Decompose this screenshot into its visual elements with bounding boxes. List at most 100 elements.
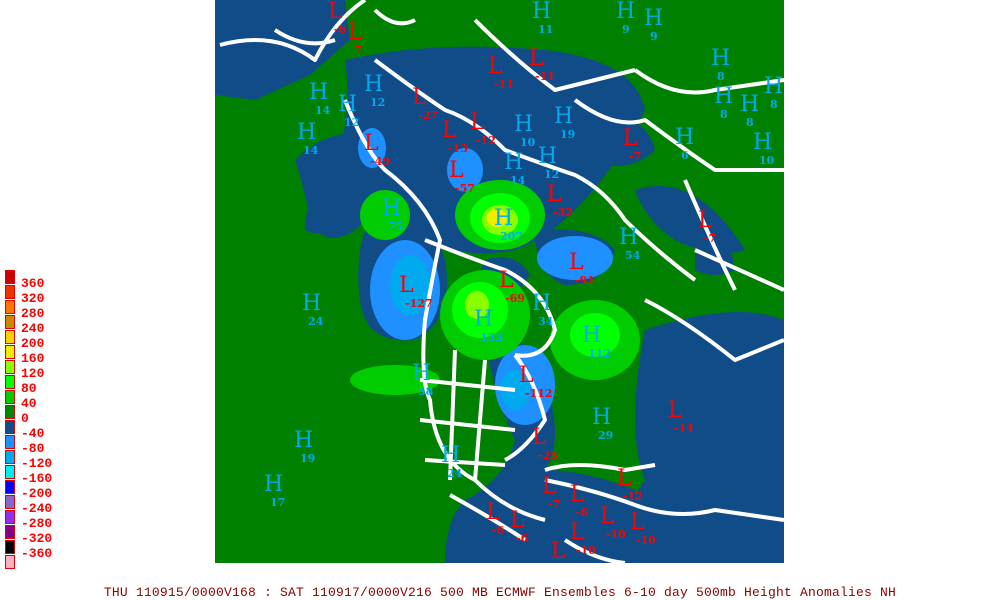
high-pressure-center: H 34 <box>532 292 553 328</box>
high-pressure-center: H 153 <box>474 308 503 344</box>
high-pressure-center: H 75 <box>382 197 403 233</box>
anomaly-value: 10 <box>520 136 536 149</box>
low-pressure-center: L -112 <box>519 364 553 400</box>
center-letter: L <box>364 131 379 156</box>
anomaly-value: 10 <box>759 154 775 167</box>
low-pressure-center: L -57 <box>449 159 475 195</box>
anomaly-value: -57 <box>455 182 475 195</box>
low-pressure-center: L -69 <box>499 269 525 305</box>
high-pressure-center: H 11 <box>532 0 553 36</box>
low-pressure-center: L -27 <box>412 86 438 122</box>
center-letter: L <box>328 0 343 24</box>
center-letter: L <box>630 510 645 535</box>
high-pressure-center: H 29 <box>592 406 613 442</box>
center-letter: H <box>309 80 329 105</box>
center-letter: H <box>714 84 734 109</box>
legend-swatch <box>5 330 15 344</box>
center-letter: H <box>592 405 612 430</box>
anomaly-value: -14 <box>674 422 694 435</box>
high-pressure-center: H 14 <box>309 81 330 117</box>
legend-swatch <box>5 360 15 374</box>
legend-label: 320 <box>21 291 45 306</box>
anomaly-value: -10 <box>636 534 656 547</box>
anomaly-contours <box>215 0 785 565</box>
high-pressure-center: H 54 <box>619 226 640 262</box>
high-pressure-center: H 12 <box>364 73 385 109</box>
low-pressure-center: L -11 <box>488 55 514 91</box>
low-pressure-center: L -10 <box>570 521 596 557</box>
anomaly-value: 58 <box>418 385 434 398</box>
legend-swatch <box>5 480 15 494</box>
anomaly-value: 14 <box>303 144 319 157</box>
low-pressure-center: L -10 <box>600 505 626 541</box>
legend-label: 0 <box>21 411 29 426</box>
center-letter: L <box>449 158 464 183</box>
center-letter: L <box>698 208 713 233</box>
anomaly-value: 207 <box>500 230 523 243</box>
anomaly-value: -127 <box>405 297 433 310</box>
center-letter: L <box>488 54 503 79</box>
anomaly-value: -112 <box>525 387 553 400</box>
legend-swatch <box>5 315 15 329</box>
anomaly-value: -6 <box>516 532 529 545</box>
high-pressure-center: H 19 <box>294 429 315 465</box>
legend-swatch <box>5 405 15 419</box>
anomaly-value: 17 <box>270 496 286 509</box>
anomaly-value: 8 <box>770 98 778 111</box>
anomaly-value: -7 <box>629 150 642 163</box>
coastlines <box>219 0 785 565</box>
anomaly-value: -32 <box>553 206 573 219</box>
legend-label: 160 <box>21 351 45 366</box>
center-letter: H <box>364 72 384 97</box>
anomaly-value: 112 <box>588 347 611 360</box>
center-letter: L <box>499 268 514 293</box>
low-pressure-center: L -7 <box>623 127 641 163</box>
low-pressure-center: L -14 <box>668 399 694 435</box>
high-pressure-center: H 24 <box>441 444 462 480</box>
legend-swatch <box>5 540 15 554</box>
center-letter: H <box>582 323 602 348</box>
anomaly-value: 8 <box>720 108 728 121</box>
low-pressure-center: L -10 <box>630 511 656 547</box>
low-pressure-center: L -25 <box>532 426 558 462</box>
pressure-centers: L 7 L -6 H 11 H 9 H 9 L -11 L -11 L -27 H 12 H 12 H 14 H 14 L -49… <box>215 0 784 563</box>
low-pressure-center: L -7 <box>542 475 560 511</box>
center-letter: L <box>529 46 544 71</box>
high-pressure-center: H 207 <box>494 207 523 243</box>
center-letter: H <box>338 92 358 117</box>
anomaly-map: L 7 L -6 H 11 H 9 H 9 L -11 L -11 L -27 H 12 H 12 H 14 H 14 L -49… <box>215 0 785 565</box>
anomaly-value: 19 <box>560 128 576 141</box>
high-pressure-center: H 10 <box>753 131 774 167</box>
legend-swatch <box>5 450 15 464</box>
center-letter: H <box>294 428 314 453</box>
legend-label: 280 <box>21 306 45 321</box>
center-letter: H <box>297 120 317 145</box>
high-pressure-center: H 14 <box>297 121 318 157</box>
low-pressure-center: L -12 <box>617 467 643 503</box>
center-letter: L <box>442 118 457 143</box>
center-letter: H <box>302 291 322 316</box>
legend-label: 360 <box>21 276 45 291</box>
legend-label: -160 <box>21 471 53 486</box>
center-letter: L <box>617 466 632 491</box>
anomaly-value: 19 <box>300 452 316 465</box>
high-pressure-center: H 112 <box>582 324 611 360</box>
center-letter: L <box>486 500 501 525</box>
center-letter: H <box>644 6 664 31</box>
low-pressure-center: L -49 <box>364 132 390 168</box>
low-pressure-center: L -7 <box>698 209 716 245</box>
legend-swatch <box>5 555 15 569</box>
center-letter: H <box>675 125 695 150</box>
legend-label: 120 <box>21 366 45 381</box>
high-pressure-center: H 12 <box>538 145 559 181</box>
center-letter: L <box>570 520 585 545</box>
center-letter: H <box>764 74 784 99</box>
low-pressure-center: L -6 <box>570 483 588 519</box>
legend-label: 80 <box>21 381 37 396</box>
center-letter: H <box>514 112 534 137</box>
anomaly-value: -13 <box>448 142 468 155</box>
center-letter: H <box>441 443 461 468</box>
center-letter: L <box>348 20 363 45</box>
